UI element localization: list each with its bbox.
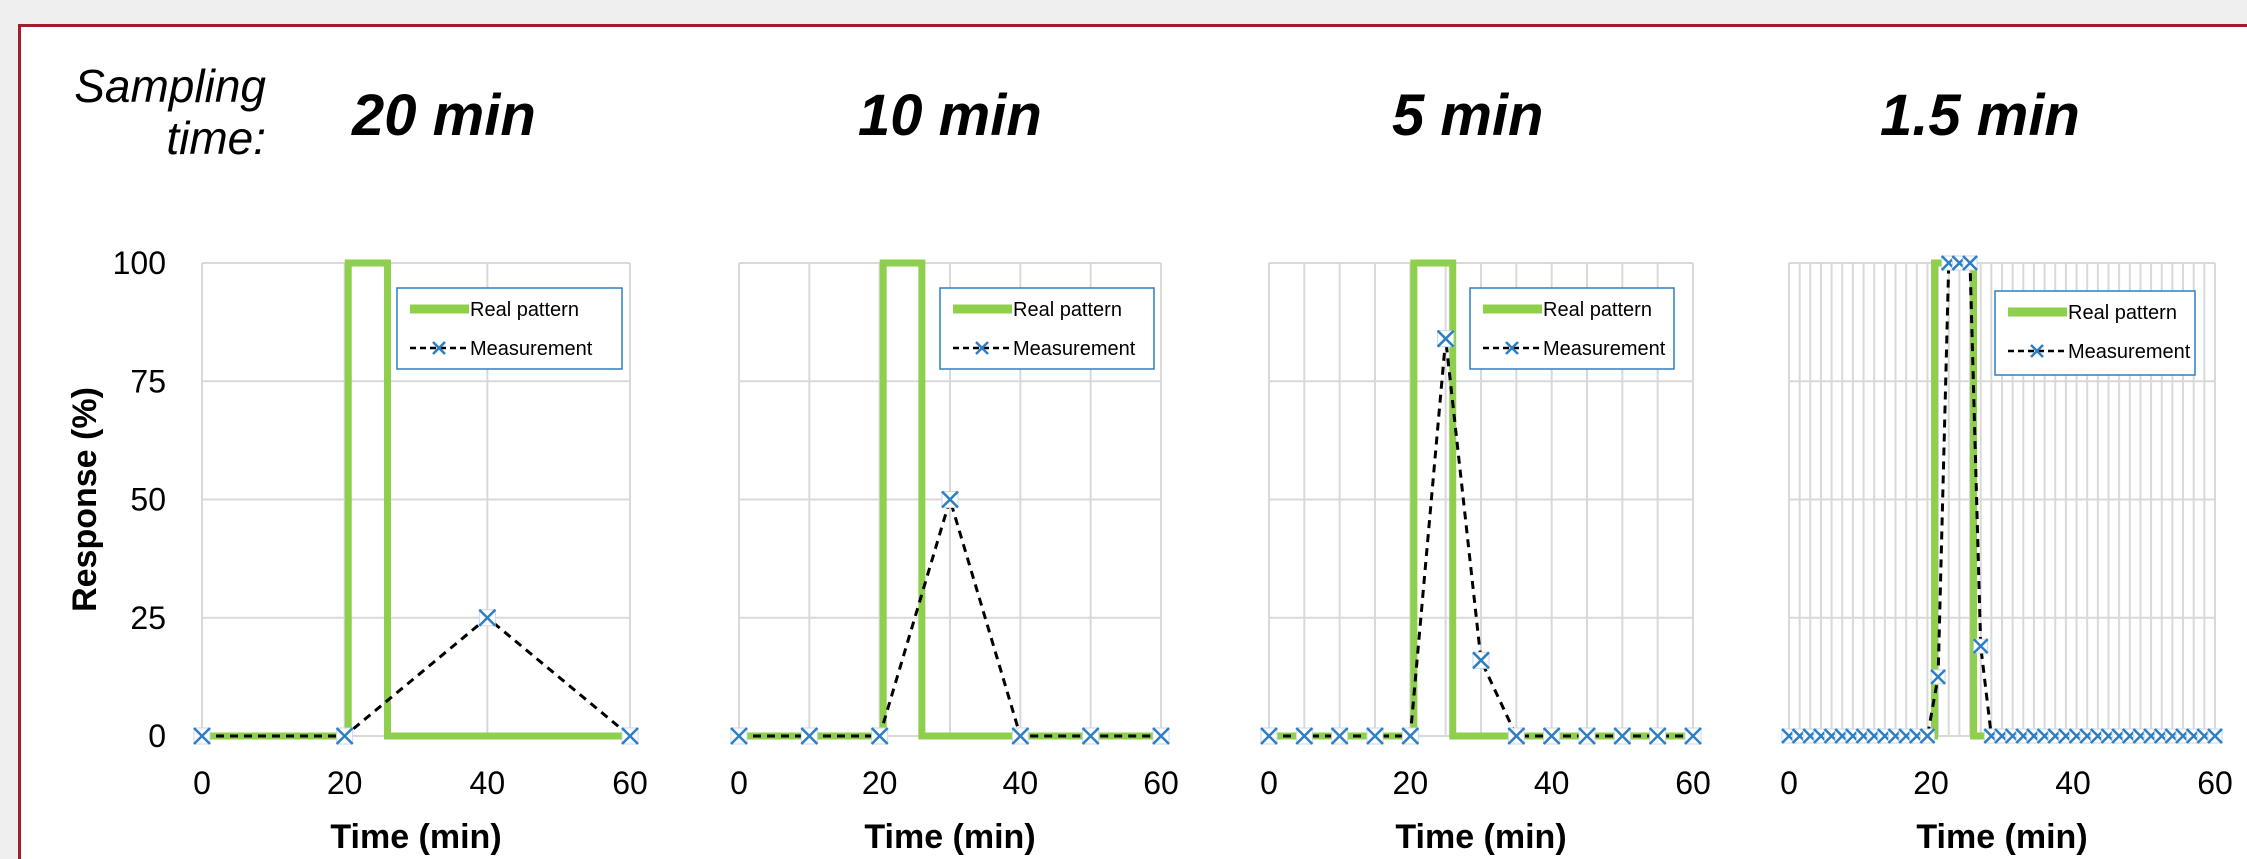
x-tick-label: 60 <box>2197 765 2233 801</box>
real-pattern-line <box>1269 259 1693 740</box>
heading-5-min: 5 min <box>1392 83 1544 148</box>
x-tick-label: 60 <box>1675 765 1711 801</box>
x-axis-label: Time (min) <box>1916 818 2087 856</box>
legend-measurement-marker <box>2030 344 2044 358</box>
x-tick-label: 40 <box>1003 765 1039 801</box>
legend-box <box>396 287 623 370</box>
measurement-marker <box>870 727 889 745</box>
legend-real-label: Real pattern <box>470 299 579 321</box>
chart-panel-1: 0 25 50 75 100 0 20 40 60 Time (min) Response (%) R… <box>66 245 648 856</box>
chart-panel-2: 0 20 40 60 Time (min) Real pattern Measurement <box>730 259 1179 856</box>
legend-measurement-marker <box>1505 341 1519 355</box>
x-tick-label: 20 <box>1913 765 1949 801</box>
measurement-marker <box>1930 668 1946 685</box>
x-axis-label: Time (min) <box>1395 818 1566 856</box>
measurement-marker <box>1436 329 1455 348</box>
x-tick-label: 60 <box>1143 765 1179 801</box>
measurement-marker <box>1962 255 1978 271</box>
x-tick-label: 40 <box>1534 765 1570 801</box>
measurement-marker <box>1472 651 1490 670</box>
y-tick-label: 75 <box>130 363 166 399</box>
measurement-marker <box>800 727 819 745</box>
legend-real-label: Real pattern <box>2068 302 2177 324</box>
x-tick-label: 0 <box>193 765 211 801</box>
sampling-label-line2: time: <box>166 112 266 164</box>
chart-panel-3: 0 20 40 60 Time (min) Real pattern Measurement <box>1260 259 1711 856</box>
y-tick-label: 25 <box>130 600 166 636</box>
measurement-marker <box>1260 727 1278 745</box>
x-tick-label: 20 <box>862 765 898 801</box>
measurement-marker <box>1366 727 1384 745</box>
x-axis-label: Time (min) <box>330 818 501 856</box>
legend-measurement-marker <box>975 341 989 355</box>
measurement-marker <box>1081 727 1100 745</box>
measurement-marker <box>1578 727 1596 745</box>
x-tick-label: 0 <box>1260 765 1278 801</box>
legend-box <box>939 287 1155 370</box>
legend-real-label: Real pattern <box>1543 299 1652 321</box>
measurement-marker <box>1295 727 1314 745</box>
measurement-marker <box>1972 638 1989 655</box>
x-tick-label: 20 <box>327 765 363 801</box>
y-tick-label: 50 <box>130 482 166 518</box>
y-axis-label: Response (%) <box>66 387 104 612</box>
heading-20-min: 20 min <box>352 83 536 148</box>
measurement-marker <box>941 490 959 509</box>
x-tick-label: 20 <box>1393 765 1429 801</box>
x-tick-label: 40 <box>2055 765 2091 801</box>
chart-panel-4: 0 20 40 60 Time (min) Real pattern Measurement <box>1780 255 2233 856</box>
sampling-label-line1: Sampling <box>74 60 266 112</box>
legend-measurement-label: Measurement <box>2068 341 2191 363</box>
x-tick-label: 0 <box>1780 765 1798 801</box>
measurement-line <box>202 615 631 738</box>
measurement-marker <box>1011 727 1030 745</box>
legend-real-label: Real pattern <box>1013 299 1122 321</box>
real-pattern-line <box>202 259 630 740</box>
real-pattern-line <box>739 259 1161 740</box>
x-tick-label: 0 <box>730 765 748 801</box>
legend-measurement-label: Measurement <box>470 338 593 360</box>
heading-1-5-min: 1.5 min <box>1880 83 2080 148</box>
measurement-marker <box>1919 728 1936 744</box>
sampling-time-label: Sampling time: <box>40 60 266 164</box>
measurement-marker <box>1401 727 1420 745</box>
measurement-marker <box>1648 727 1667 745</box>
legend-box <box>1994 290 2196 376</box>
measurement-marker <box>2207 728 2223 744</box>
measurement-marker <box>335 727 354 745</box>
measurement-marker <box>730 727 748 745</box>
measurement-marker <box>193 727 211 745</box>
legend-measurement-label: Measurement <box>1013 338 1136 360</box>
measurement-marker <box>1684 727 1702 745</box>
measurement-marker <box>1330 727 1349 745</box>
measurement-marker <box>621 727 639 745</box>
legend-box <box>1469 287 1675 370</box>
y-tick-label: 100 <box>113 245 166 281</box>
x-axis-label: Time (min) <box>864 818 1035 856</box>
measurement-marker <box>1613 727 1632 745</box>
x-tick-label: 60 <box>612 765 648 801</box>
y-tick-label: 0 <box>148 718 166 754</box>
measurement-marker <box>1507 727 1526 745</box>
legend-measurement-label: Measurement <box>1543 338 1666 360</box>
x-tick-label: 40 <box>470 765 506 801</box>
measurement-marker <box>478 608 497 627</box>
measurement-marker <box>1542 727 1561 745</box>
legend-measurement-marker <box>432 341 446 355</box>
measurement-marker <box>1152 727 1170 745</box>
heading-10-min: 10 min <box>858 83 1042 148</box>
